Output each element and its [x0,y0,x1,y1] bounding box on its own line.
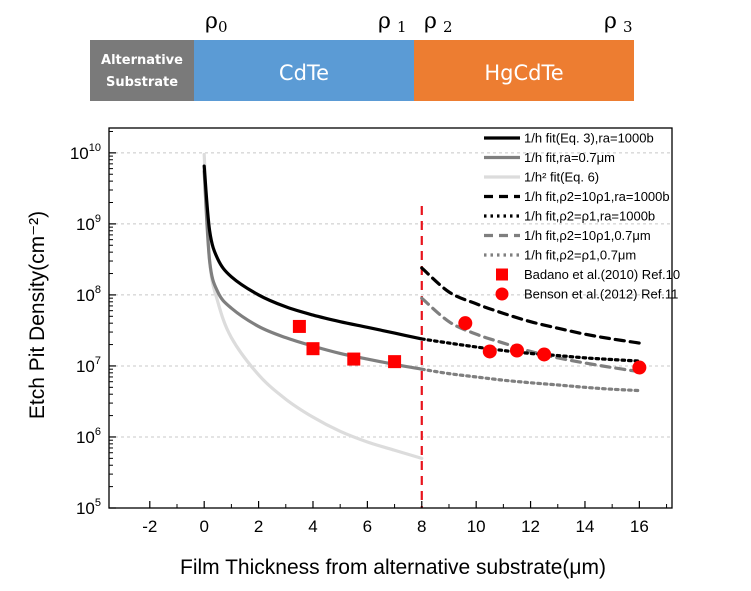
series-line-2 [202,152,424,460]
legend: 1/h fit(Eq. 3),ra=1000b 1/h fit,ra=0.7μm 1… [484,131,680,302]
hgcdte-band-label: HgCdTe [484,61,563,85]
substrate-band-label-line1: Alternative [101,53,183,68]
benson-data-point [509,343,524,358]
legend-label-scatter-0: Badano et al.(2010) Ref.10 [524,267,680,282]
legend-label-2: 1/h² fit(Eq. 6) [524,170,599,185]
benson-data-point [458,316,473,331]
cdte-band [194,40,414,101]
legend-label-1: 1/h fit,ra=0.7μm [524,150,615,165]
grid-lines [109,152,672,438]
legend-label-4: 1/h fit,ρ2=ρ1,ra=1000b [524,209,655,224]
legend-label-3: 1/h fit,ρ2=10ρ1,ra=1000b [524,189,670,204]
x-tick-label: 6 [363,517,372,536]
series-line-1 [202,169,424,371]
material-bands: Alternative Substrate CdTe HgCdTe [90,40,634,101]
rho-0-label: ρ0 [205,9,227,36]
badano-data-point [347,352,361,366]
legend-label-6: 1/h fit,ρ2=ρ1,0.7μm [524,248,636,263]
series-line-3 [420,266,641,345]
fit-curves [202,152,641,460]
benson-data-point [632,360,647,375]
x-tick-label: 0 [199,517,208,536]
legend-label-scatter-1: Benson et al.(2012) Ref.11 [524,287,678,302]
x-tick-label: 10 [467,517,486,536]
hgcdte-band [414,40,634,101]
x-tick-label: 2 [254,517,263,536]
badano-data-point [292,319,306,333]
series-line-4 [420,337,641,363]
y-tick-label: 107 [76,355,101,376]
series-line-6 [420,367,641,393]
x-tick-label: 4 [308,517,317,536]
badano-data-point [306,342,320,356]
y-tick-label: 106 [76,426,101,447]
legend-label-0: 1/h fit(Eq. 3),ra=1000b [524,131,654,146]
substrate-band-label-line2: Substrate [106,75,178,90]
x-tick-label: -2 [142,517,157,536]
legend-marker-square [496,268,508,281]
x-tick-label: 8 [417,517,426,536]
x-axis-ticks: -2 0 2 4 6 8 10 12 14 16 [142,501,668,536]
benson-data-point [537,347,552,362]
benson-data-point [482,344,497,359]
x-tick-label: 12 [521,517,540,536]
data-points [292,316,647,375]
badano-data-point [388,355,402,369]
y-axis-title: Etch Pit Density(cm⁻²) [26,211,49,419]
x-axis-title: Film Thickness from alternative substrat… [180,556,606,579]
y-tick-label: 1010 [70,142,101,163]
y-tick-label: 109 [76,213,101,234]
substrate-band [90,40,194,101]
series-line-0 [202,164,424,341]
y-axis-ticks: 105 106 107 108 109 1010 [70,130,116,518]
legend-marker-circle [495,287,509,301]
series-line-5 [420,296,641,374]
x-tick-label: 14 [576,517,595,536]
y-tick-label: 105 [76,497,101,518]
legend-label-5: 1/h fit,ρ2=10ρ1,0.7μm [524,228,651,243]
plot-frame [108,127,673,509]
x-tick-label: 16 [630,517,649,536]
cdte-band-label: CdTe [279,61,329,85]
y-tick-label: 108 [76,284,101,305]
